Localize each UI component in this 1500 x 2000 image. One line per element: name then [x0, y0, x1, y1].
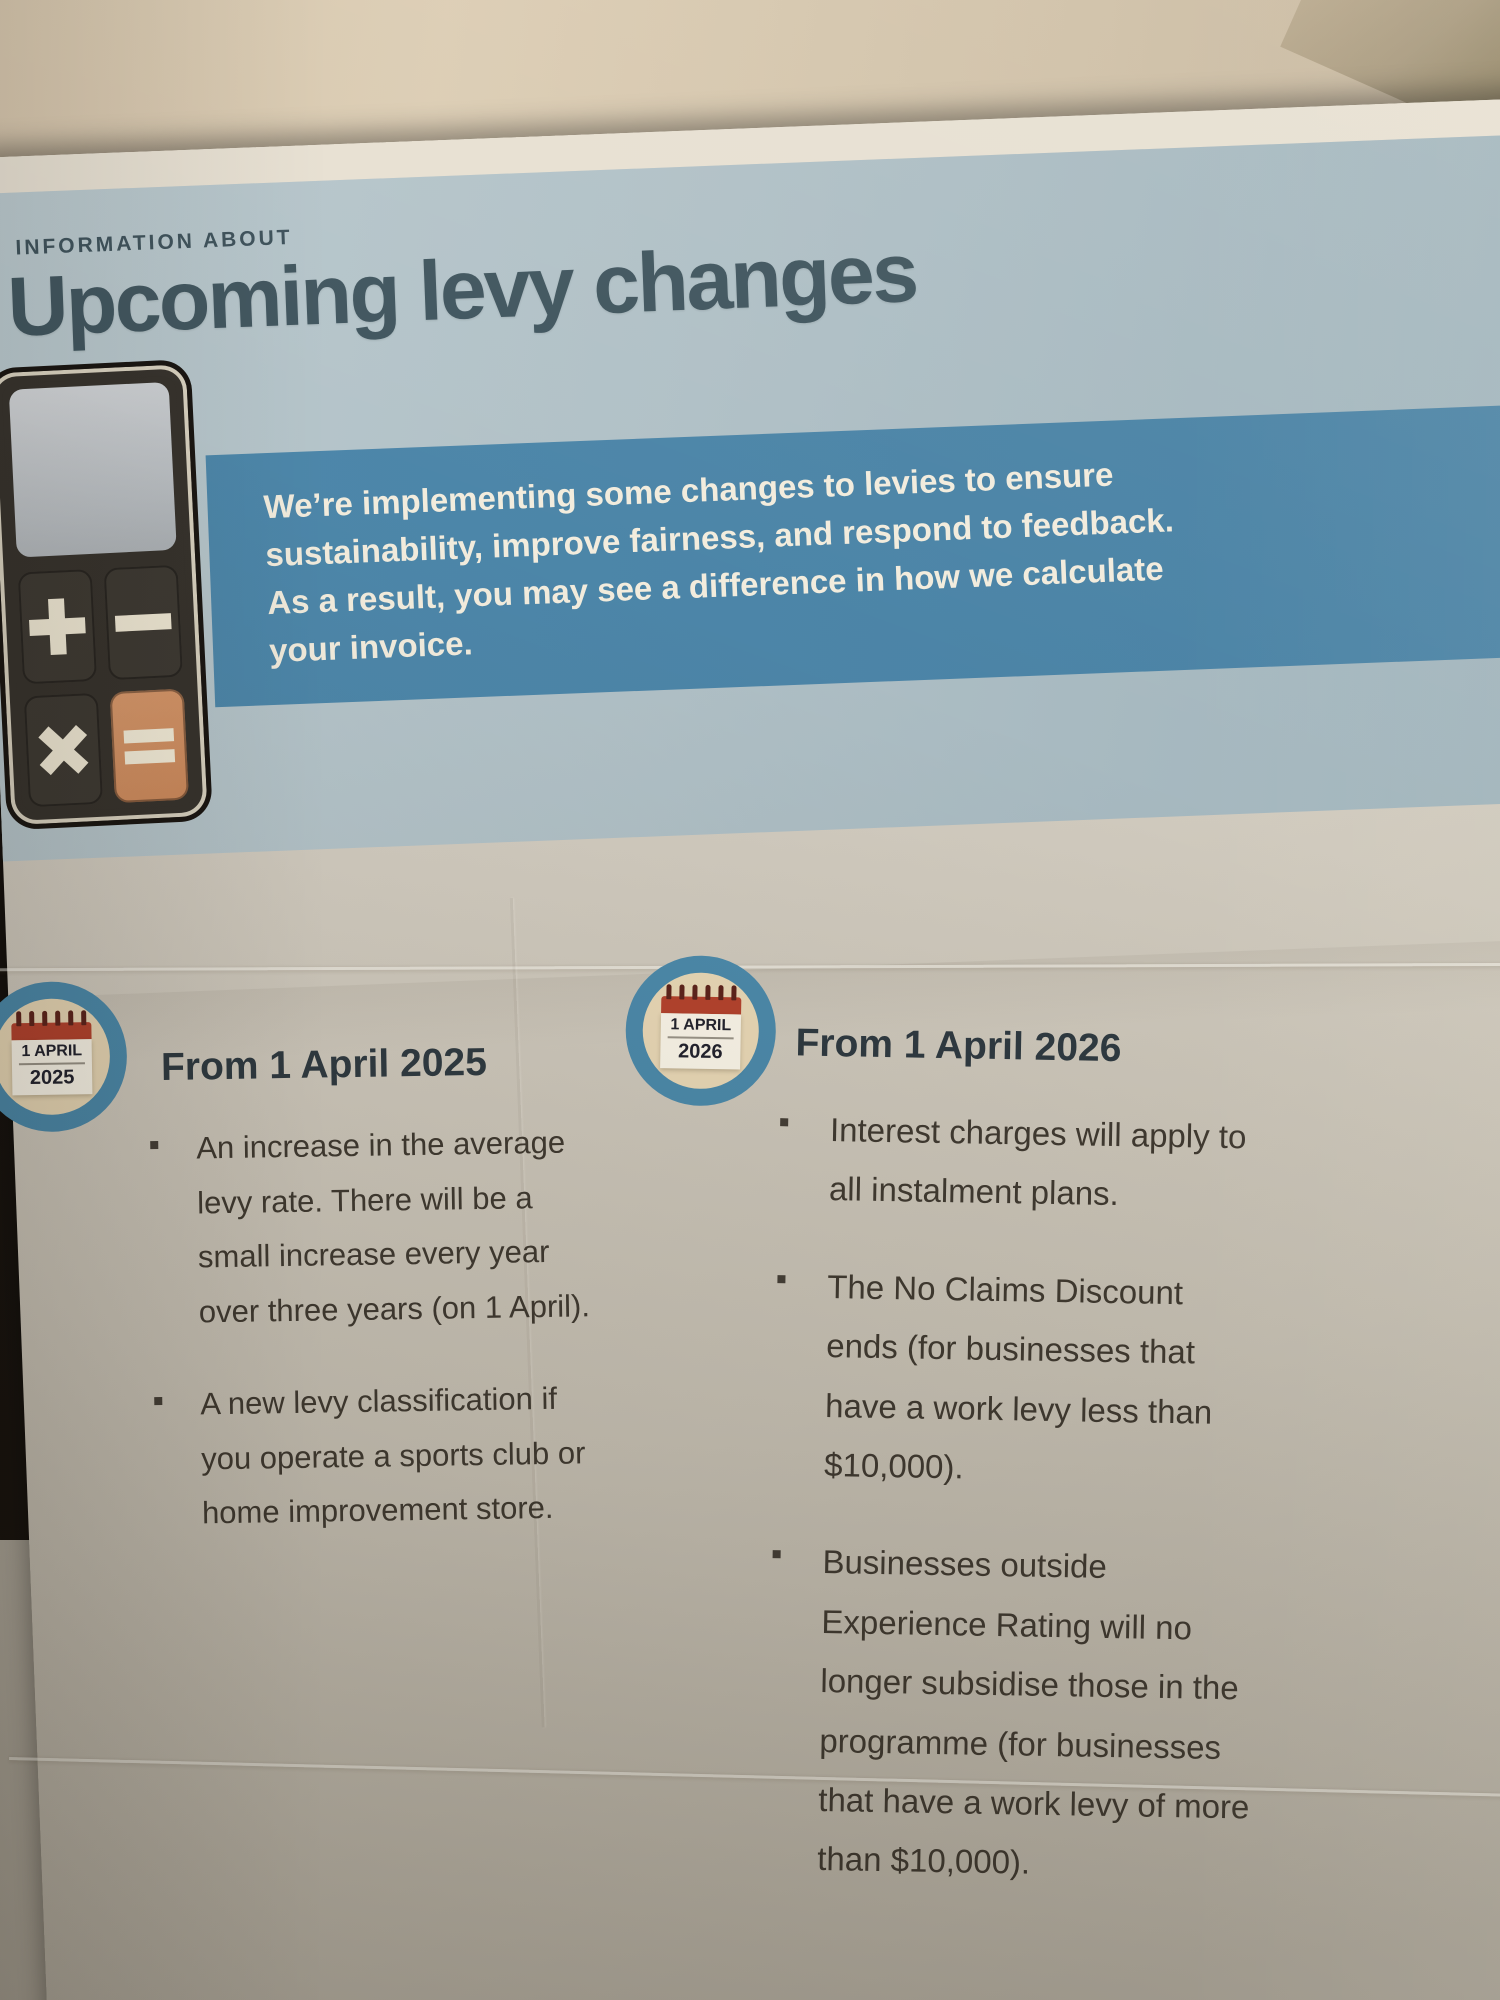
- calendar-year: 2025: [29, 1066, 75, 1090]
- column-heading-2026: From 1 April 2026: [795, 1021, 1122, 1071]
- bullet-text: Interest charges will apply to all insta…: [828, 1111, 1247, 1213]
- plus-key: [17, 568, 98, 684]
- calendar-binder-pins: [661, 984, 741, 1001]
- calculator-icon: [0, 364, 208, 826]
- bullet-marker: [772, 1550, 781, 1559]
- bullet-item: An increase in the average levy rate. Th…: [150, 1115, 590, 1340]
- bullet-text: Businesses outside Experience Rating wil…: [817, 1543, 1250, 1881]
- calendar-day-label: 1 APRIL: [670, 1016, 732, 1035]
- calendar-binder-pins: [11, 1010, 91, 1027]
- calendar-divider: [18, 1062, 85, 1066]
- calendar-year: 2026: [677, 1040, 723, 1064]
- leaflet-header: INFORMATION ABOUT Upcoming levy changes …: [0, 134, 1500, 862]
- calculator-screen: [8, 381, 177, 558]
- bullet-item: The No Claims Discount ends (for busines…: [774, 1256, 1259, 1502]
- bullet-marker: [150, 1141, 159, 1150]
- calculator-keys: [17, 564, 189, 808]
- column-heading-2025: From 1 April 2025: [160, 1040, 488, 1089]
- calendar-icon-2026: 1 APRIL 2026: [624, 954, 778, 1108]
- bullet-marker: [777, 1274, 786, 1284]
- calendar-page: 1 APRIL 2026: [660, 1013, 742, 1070]
- bullet-text: A new levy classification if you operate…: [200, 1381, 586, 1531]
- levy-leaflet: INFORMATION ABOUT Upcoming levy changes …: [0, 98, 1500, 2000]
- minus-key: [103, 564, 183, 680]
- multiply-key: [23, 692, 104, 808]
- intro-banner: We’re implementing some changes to levie…: [205, 403, 1500, 708]
- fold-crease-bottom: [9, 1757, 1500, 1800]
- calendar-page: 1 APRIL 2025: [11, 1039, 93, 1096]
- bullet-text: The No Claims Discount ends (for busines…: [823, 1267, 1213, 1486]
- bullet-marker: [780, 1118, 789, 1127]
- bullet-list-2026: Interest charges will apply to all insta…: [766, 1099, 1261, 1934]
- multiply-icon: [33, 719, 94, 780]
- bullet-item: Interest charges will apply to all insta…: [779, 1099, 1262, 1226]
- bullet-marker: [154, 1397, 163, 1406]
- bullet-item: A new levy classification if you operate…: [154, 1371, 594, 1541]
- bullet-text: An increase in the average levy rate. Th…: [196, 1124, 591, 1330]
- plus-icon: [27, 596, 88, 657]
- calendar-divider: [667, 1036, 734, 1040]
- calendar-widget: 1 APRIL 2025: [11, 1010, 93, 1096]
- equals-key: [109, 688, 189, 804]
- bullet-list-2025: An increase in the average levy rate. Th…: [150, 1115, 594, 1580]
- equals-icon: [119, 715, 180, 776]
- bullet-item: Businesses outside Experience Rating wil…: [767, 1531, 1254, 1896]
- calendar-day-label: 1 APRIL: [21, 1042, 83, 1061]
- intro-banner-text: We’re implementing some changes to levie…: [262, 455, 1175, 669]
- calendar-widget: 1 APRIL 2026: [660, 984, 742, 1070]
- minus-icon: [113, 592, 174, 653]
